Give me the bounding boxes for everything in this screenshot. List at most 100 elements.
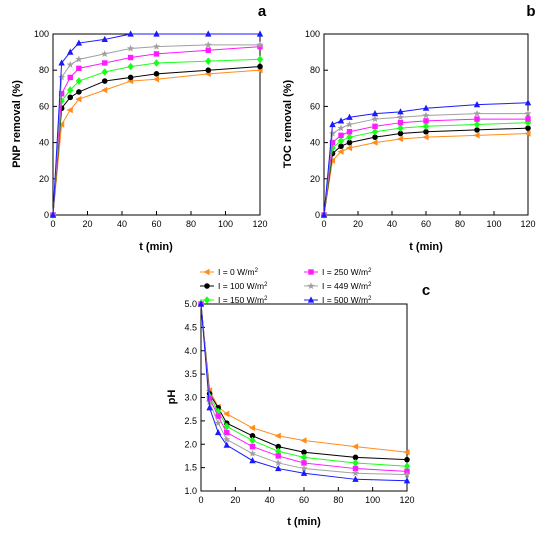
data-point [371, 110, 379, 117]
data-point [345, 120, 354, 128]
y-tick-label: 40 [310, 138, 320, 148]
data-point [397, 108, 404, 115]
data-point [372, 123, 378, 130]
x-tick-label: 80 [186, 219, 196, 229]
legend-label: I = 449 W/m2 [322, 281, 372, 291]
data-point [224, 429, 230, 436]
data-point [223, 435, 231, 443]
y-tick-label: 5.0 [184, 299, 197, 309]
data-point [524, 99, 532, 106]
data-point [127, 74, 134, 81]
data-point [300, 437, 307, 444]
legend-label: I = 150 W/m2 [218, 295, 268, 305]
series-line [52, 69, 261, 216]
data-point [66, 60, 74, 68]
data-point [49, 211, 57, 218]
data-point [223, 410, 230, 418]
x-tick-label: 60 [299, 495, 309, 505]
x-tick-label: 0 [321, 219, 326, 229]
series-line [52, 44, 260, 216]
series-2 [197, 300, 411, 471]
data-point [397, 124, 404, 132]
data-point [403, 448, 410, 456]
data-point [423, 128, 429, 135]
x-tick-label: 20 [82, 219, 92, 229]
data-point [422, 122, 430, 131]
data-point [274, 459, 282, 467]
data-point [275, 464, 282, 472]
x-tick-label: 60 [151, 219, 161, 229]
data-point [422, 104, 430, 111]
data-point [58, 73, 66, 81]
y-tick-label: 60 [39, 101, 49, 111]
data-point [249, 457, 256, 464]
legend-marker [204, 283, 210, 289]
legend-marker [308, 269, 314, 275]
data-point [58, 91, 65, 97]
y-tick-label: 0 [315, 210, 320, 220]
x-tick-label: 60 [421, 219, 431, 229]
data-point [58, 59, 65, 66]
y-tick-label: 4.0 [184, 346, 197, 356]
data-point [101, 35, 108, 43]
data-point [76, 89, 82, 95]
data-point [153, 71, 160, 77]
legend-label-text: I = 0 W/m [218, 267, 255, 277]
x-tick-label: 120 [399, 495, 414, 505]
legend-label: I = 250 W/m2 [322, 267, 372, 277]
x-tick-label: 120 [520, 219, 535, 229]
data-point [153, 51, 160, 57]
series-4 [320, 109, 532, 219]
y-tick-label: 20 [310, 174, 320, 184]
data-point [337, 136, 345, 145]
chart-panel-b: 0 20 40 60 80 100 120 0 20 40 60 80 100 t (min) TOC re… [282, 3, 536, 253]
x-axis-title: t (min) [139, 241, 173, 253]
series-5 [49, 30, 264, 218]
legend-label-sup: 2 [264, 282, 268, 288]
data-point [403, 470, 411, 478]
legend-marker [307, 296, 315, 303]
data-point [205, 57, 212, 65]
data-point [337, 117, 345, 124]
data-point [474, 127, 480, 133]
data-point [67, 86, 74, 94]
data-point [300, 469, 308, 476]
series-line [200, 303, 408, 461]
data-point [257, 63, 263, 70]
data-point [214, 407, 222, 416]
series-0 [320, 130, 531, 219]
data-point [67, 74, 73, 81]
data-point [205, 30, 212, 37]
data-point [329, 139, 336, 146]
data-point [404, 456, 410, 463]
data-point [403, 462, 411, 471]
data-point [352, 465, 359, 472]
data-point [525, 125, 531, 131]
panel-letter: c [422, 282, 430, 299]
data-point [337, 124, 345, 132]
data-point [257, 43, 263, 50]
data-point [152, 42, 161, 50]
y-axis-title: PNP removal (%) [11, 80, 23, 168]
series-1 [198, 301, 410, 463]
series-3 [198, 301, 410, 475]
data-point [206, 404, 213, 411]
series-5 [197, 300, 411, 484]
series-1 [321, 125, 531, 218]
data-point [75, 55, 83, 63]
data-point [249, 436, 256, 445]
x-tick-label: 80 [333, 495, 343, 505]
data-point [473, 120, 481, 129]
data-point [215, 413, 221, 419]
data-point [346, 129, 353, 135]
data-point [275, 453, 281, 459]
data-point [152, 76, 160, 83]
series-3 [50, 43, 263, 218]
y-tick-label: 60 [310, 101, 320, 111]
data-point [127, 44, 135, 52]
data-point [205, 47, 211, 53]
data-point [372, 134, 378, 140]
data-point [153, 59, 160, 67]
data-point [153, 30, 160, 37]
